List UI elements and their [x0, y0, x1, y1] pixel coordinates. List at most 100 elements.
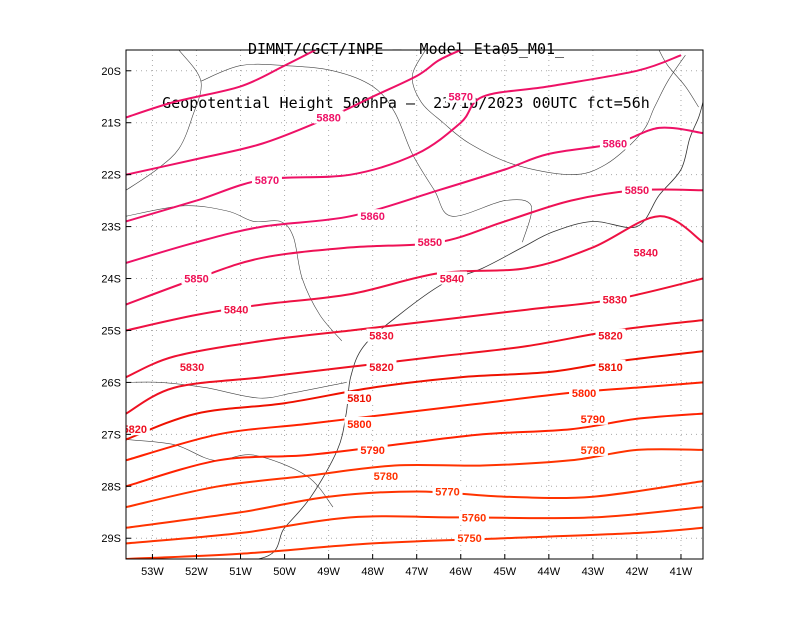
contour-label-bg	[366, 359, 397, 373]
contour-label-bg	[436, 271, 467, 285]
contour-label: 5840	[440, 274, 464, 286]
y-tick-label: 27S	[101, 429, 121, 441]
contour-label-bg	[458, 510, 489, 524]
contour-label: 5880	[316, 113, 340, 125]
contour-label: 5860	[603, 138, 627, 150]
contour-label: 5870	[255, 175, 279, 187]
contour-label-bg	[569, 385, 600, 399]
contour-label-bg	[126, 422, 150, 436]
contour-label: 5860	[360, 211, 384, 223]
contour-label-bg	[599, 136, 630, 150]
contour-label: 5850	[184, 274, 208, 286]
contour-5860	[126, 126, 703, 264]
x-tick-label: 50W	[273, 566, 296, 578]
contour-label: 5790	[581, 414, 605, 426]
state-border	[200, 63, 533, 243]
state-border	[658, 50, 699, 108]
contour-label: 5870	[449, 92, 473, 104]
y-tick-label: 29S	[101, 533, 121, 545]
contour-label: 5830	[369, 331, 393, 343]
contour-label-bg	[251, 172, 282, 186]
x-tick-label: 49W	[317, 566, 340, 578]
y-tick-label: 24S	[101, 274, 121, 286]
contour-label: 5800	[572, 388, 596, 400]
y-tick-label: 21S	[101, 118, 121, 130]
contour-label: 5840	[633, 248, 657, 260]
x-tick-label: 52W	[185, 566, 208, 578]
y-tick-label: 28S	[101, 481, 121, 493]
contour-label-bg	[432, 484, 463, 498]
contour-label: 5830	[603, 294, 627, 306]
contour-5780	[126, 448, 703, 509]
x-tick-label: 45W	[493, 566, 516, 578]
contour-label: 5810	[598, 362, 622, 374]
contour-label-bg	[357, 209, 388, 223]
contour-label: 5810	[347, 393, 371, 405]
contour-label-bg	[454, 531, 485, 545]
x-tick-label: 44W	[538, 566, 561, 578]
x-tick-label: 47W	[405, 566, 428, 578]
contour-label-bg	[630, 245, 661, 259]
x-tick-label: 48W	[361, 566, 384, 578]
y-axis: 20S 21S 22S 23S 24S 25S 26S 27S 28S 29S	[101, 66, 131, 545]
x-tick-label: 41W	[670, 566, 693, 578]
contour-5790	[126, 412, 703, 488]
contour-label-bg	[577, 442, 608, 456]
contour-label: 5790	[360, 445, 384, 457]
contour-label: 5780	[374, 471, 398, 483]
x-tick-label: 43W	[582, 566, 605, 578]
contour-label: 5850	[625, 185, 649, 197]
contour-5760	[126, 506, 703, 545]
contour-5870	[126, 54, 682, 223]
x-tick-label: 46W	[449, 566, 472, 578]
contour-5800	[126, 381, 703, 462]
contour-label-bg	[221, 302, 252, 316]
contour-label-bg	[621, 183, 652, 197]
state-border	[126, 205, 343, 342]
contour-label: 5760	[462, 512, 486, 524]
contour-label-bg	[595, 328, 626, 342]
contour-label: 5820	[123, 424, 147, 436]
contour-label-bg	[181, 271, 212, 285]
contour-5750	[126, 526, 703, 559]
contour-5850	[126, 188, 703, 306]
contour-5770	[126, 480, 703, 529]
y-tick-label: 23S	[101, 222, 121, 234]
contour-label: 5840	[224, 305, 248, 317]
contour-label-bg	[344, 390, 375, 404]
contour-label-bg	[370, 468, 401, 482]
state-border	[126, 381, 347, 399]
contour-label-bg	[313, 110, 344, 124]
contour-5890	[126, 50, 316, 119]
title-line-1: DIMNT/CGCT/INPE – Model Eta05_M01_	[247, 40, 565, 58]
x-tick-label: 42W	[626, 566, 649, 578]
contour-5880	[126, 50, 462, 176]
contour-label-bg	[577, 411, 608, 425]
contour-label: 5770	[435, 486, 459, 498]
contour-label-bg	[445, 89, 476, 103]
y-tick-label: 26S	[101, 377, 121, 389]
contour-label-bg	[595, 359, 626, 373]
y-tick-label: 20S	[101, 66, 121, 78]
contour-label: 5750	[457, 533, 481, 545]
state-border	[126, 50, 202, 191]
contour-label: 5780	[581, 445, 605, 457]
contour-labels: 5870 5880 5860 5870 5850 5860 5850 5840 5840 5850…	[123, 89, 661, 545]
contour-label: 5850	[418, 237, 442, 249]
x-tick-label: 53W	[141, 566, 164, 578]
state-border	[411, 50, 686, 176]
contour-label: 5820	[598, 331, 622, 343]
contour-label-bg	[599, 292, 630, 306]
contour-label-bg	[177, 359, 208, 373]
y-tick-label: 25S	[101, 325, 121, 337]
contour-label-bg	[344, 416, 375, 430]
contour-label: 5820	[369, 362, 393, 374]
contour-label-bg	[357, 442, 388, 456]
plot-frame	[125, 49, 704, 560]
y-tick-label: 22S	[101, 170, 121, 182]
contour-label-bg	[414, 235, 445, 249]
x-axis: 53W 52W 51W 50W 49W 48W 47W 46W 45W 44W 43W 42W 41W	[141, 554, 693, 578]
state-border	[126, 439, 334, 508]
contour-label-bg	[366, 328, 397, 342]
